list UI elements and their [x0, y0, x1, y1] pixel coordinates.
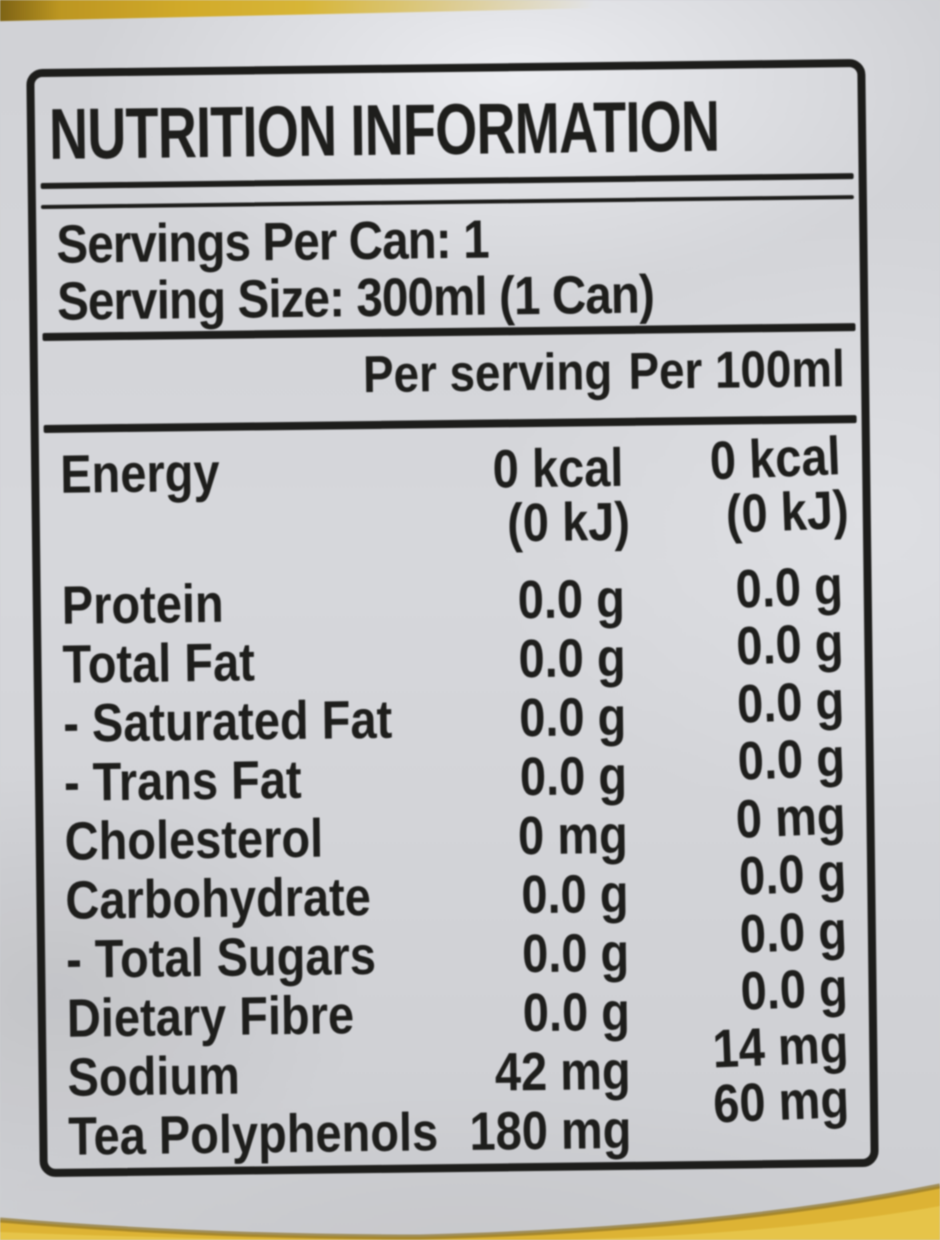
- value-main: 14 mg: [711, 1014, 850, 1080]
- per-serving-value: 0.0 g: [506, 981, 631, 1044]
- nutrient-name: - Trans Fat: [63, 749, 302, 813]
- serving-size: Serving Size: 300ml (1 Can): [56, 264, 655, 332]
- column-header-per-100ml: Per 100ml: [628, 340, 846, 401]
- per-serving-value: 0.0 g: [506, 922, 630, 985]
- value-main: 0.0 g: [518, 627, 626, 690]
- per-serving-value: 42 mg: [474, 1040, 631, 1103]
- value-main: 0.0 g: [520, 863, 629, 926]
- per-serving-value: 0.0 g: [503, 686, 627, 749]
- per-100ml-value: 0.0 g: [721, 727, 846, 792]
- serving-info: Servings Per Can: 1 Serving Size: 300ml …: [56, 209, 736, 332]
- per-100ml-value: 0.0 g: [723, 900, 849, 965]
- value-main: 0.0 g: [735, 670, 846, 735]
- nutrient-name: Sodium: [67, 1045, 241, 1108]
- value-main: 0.0 g: [522, 981, 631, 1044]
- per-100ml-value: 0 mg: [718, 785, 847, 850]
- value-main: 0.0 g: [735, 612, 845, 677]
- value-main: 0.0 g: [519, 745, 628, 808]
- nutrient-rows: Energy 0 kcal (0 kJ) 0 kcal (0 kJ) Prote…: [39, 426, 871, 1170]
- panel-title: NUTRITION INFORMATION: [48, 86, 720, 175]
- nutrition-panel: NUTRITION INFORMATION Servings Per Can: …: [26, 58, 879, 1178]
- per-serving-value: 0.0 g: [502, 627, 626, 690]
- servings-per-can: Servings Per Can: 1: [56, 209, 490, 275]
- per-100ml-value: 0.0 g: [724, 957, 849, 1022]
- per-100ml-value: 0 kcal (0 kJ): [689, 426, 850, 545]
- per-100ml-value: 14 mg: [691, 1014, 850, 1080]
- nutrient-name: Cholesterol: [64, 808, 324, 872]
- per-100ml-value: 60 mg: [692, 1069, 851, 1135]
- title-divider-thin: [40, 195, 854, 209]
- value-main: 0.0 g: [734, 555, 844, 620]
- value-main: 0 kcal: [492, 437, 624, 500]
- can-yellow-bottom-edge: [0, 1183, 940, 1240]
- value-main: 0.0 g: [521, 922, 630, 985]
- value-kj: (0 kJ): [506, 491, 631, 554]
- per-serving-value: 0.0 g: [501, 568, 626, 631]
- value-main: 0.0 g: [736, 727, 846, 792]
- value-main: 180 mg: [468, 1099, 632, 1162]
- value-main: 42 mg: [494, 1040, 631, 1103]
- per-100ml-value: 0.0 g: [719, 555, 844, 620]
- per-serving-value: 180 mg: [445, 1099, 632, 1162]
- column-headers: Per serving Per 100ml: [38, 339, 862, 409]
- table-row-tea-polyphenols: Tea Polyphenols 180 mg 60 mg: [47, 1069, 871, 1170]
- can-yellow-top-edge: [0, 0, 660, 22]
- per-100ml-value: 0.0 g: [719, 612, 845, 677]
- nutrient-name: Protein: [61, 573, 225, 636]
- nutrient-name: Total Fat: [62, 632, 256, 695]
- value-main: 0 mg: [734, 785, 847, 850]
- per-serving-value: 0 mg: [501, 804, 629, 867]
- nutrient-name: - Saturated Fat: [62, 689, 393, 754]
- per-serving-value: 0.0 g: [505, 863, 629, 926]
- nutrient-name: Dietary Fibre: [66, 985, 355, 1049]
- column-header-per-serving: Per serving: [362, 343, 613, 405]
- value-main: 0.0 g: [518, 686, 627, 749]
- value-main: 60 mg: [711, 1069, 851, 1135]
- value-main: 0.0 g: [517, 568, 626, 631]
- nutrient-name: - Total Sugars: [65, 925, 377, 990]
- per-serving-value: 0.0 g: [504, 745, 628, 808]
- value-main: 0.0 g: [737, 842, 848, 907]
- value-main: 0 mg: [517, 804, 629, 867]
- nutrient-name: Tea Polyphenols: [67, 1102, 439, 1167]
- value-main: 0.0 g: [738, 900, 849, 965]
- nutrient-name: Carbohydrate: [65, 867, 372, 931]
- nutrient-name: Energy: [59, 442, 220, 505]
- per-100ml-value: 0.0 g: [720, 670, 846, 735]
- value-kj: (0 kJ): [724, 479, 850, 545]
- per-serving-value: 0 kcal (0 kJ): [473, 437, 630, 553]
- value-main: 0.0 g: [739, 957, 849, 1022]
- per-100ml-value: 0.0 g: [722, 842, 848, 907]
- value-main: 0 kcal: [708, 426, 842, 492]
- title-divider-thick: [40, 173, 854, 189]
